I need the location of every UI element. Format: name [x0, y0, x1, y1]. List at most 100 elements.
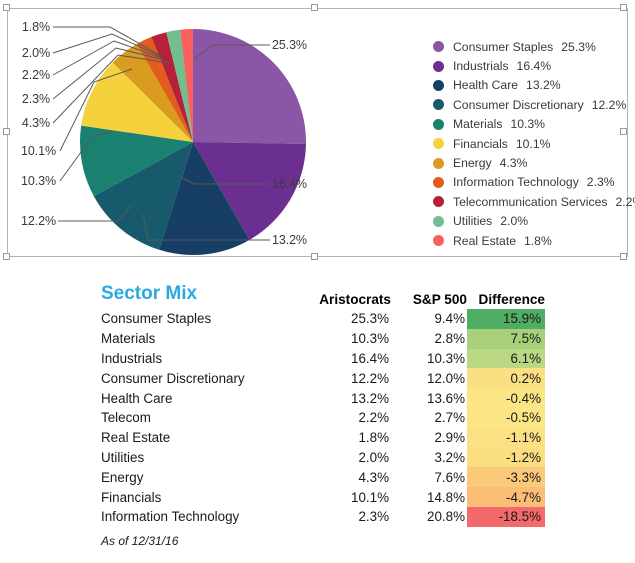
legend-color-swatch-icon: [433, 79, 444, 91]
legend-item[interactable]: Consumer Discretionary 12.2%: [433, 95, 633, 114]
cell-aristocrats: 10.1%: [351, 489, 389, 505]
cell-sector-name: Telecom: [101, 410, 151, 426]
cell-aristocrats: 4.3%: [358, 469, 389, 485]
pie-callout-real-estate: 1.8%: [21, 20, 50, 34]
cell-aristocrats: 25.3%: [351, 311, 389, 327]
legend-color-swatch-icon: [433, 138, 444, 150]
cell-sp500: 10.3%: [427, 350, 465, 366]
legend-color-swatch-icon: [433, 176, 444, 188]
legend-color-swatch-icon: [433, 99, 444, 111]
legend-color-swatch-icon: [433, 215, 444, 227]
legend-item[interactable]: Telecommunication Services 2.2%: [433, 192, 635, 211]
legend-item[interactable]: Consumer Staples 25.3%: [433, 37, 633, 56]
legend-item[interactable]: Health Care 13.2%: [433, 76, 633, 95]
pie-callout-financials: 10.1%: [21, 144, 56, 158]
legend-item[interactable]: Industrials 16.4%: [433, 56, 633, 75]
pie-slice-real-estate[interactable]: [180, 29, 193, 142]
resize-handle-top-left[interactable]: [3, 4, 10, 11]
cell-sector-name: Energy: [101, 469, 144, 485]
legend-item-label: Information Technology: [453, 175, 579, 190]
resize-handle-middle-left[interactable]: [3, 128, 10, 135]
legend-item-value: 2.0%: [500, 214, 529, 229]
legend-item-label: Real Estate: [453, 233, 517, 248]
cell-sector-name: Industrials: [101, 350, 163, 366]
cell-difference: -1.1%: [467, 427, 545, 448]
table-row[interactable]: Industrials 16.4% 10.3% 6.1%: [101, 348, 545, 369]
legend-item-value: 10.1%: [515, 136, 551, 151]
cell-sector-name: Health Care: [101, 390, 173, 406]
table-row[interactable]: Real Estate 1.8% 2.9% -1.1%: [101, 427, 545, 448]
cell-sector-name: Utilities: [101, 449, 145, 465]
legend-item[interactable]: Utilities 2.0%: [433, 212, 633, 231]
chart-legend: Consumer Staples 25.3% Industrials 16.4% Hea…: [433, 37, 635, 250]
cell-sp500: 13.6%: [427, 390, 465, 406]
pie-callout-cons-discr: 12.2%: [21, 214, 56, 228]
pie-slice-consumer-discretionary[interactable]: [93, 142, 193, 250]
cell-sp500: 12.0%: [427, 370, 465, 386]
resize-handle-bottom-left[interactable]: [3, 253, 10, 260]
cell-sector-name: Financials: [101, 489, 162, 505]
resize-handle-top-right[interactable]: [620, 4, 627, 11]
table-row[interactable]: Telecom 2.2% 2.7% -0.5%: [101, 407, 545, 428]
resize-handle-middle-right[interactable]: [620, 128, 627, 135]
pie-callout-industrials: 16.4%: [272, 177, 307, 191]
table-row[interactable]: Consumer Discretionary 12.2% 12.0% 0.2%: [101, 368, 545, 389]
cell-aristocrats: 2.2%: [358, 410, 389, 426]
cell-difference: -18.5%: [467, 506, 545, 527]
pie-callout-health-care: 13.2%: [272, 233, 307, 247]
table-row[interactable]: Utilities 2.0% 3.2% -1.2%: [101, 447, 545, 468]
legend-item-label: Health Care: [453, 78, 519, 93]
cell-aristocrats: 2.0%: [358, 449, 389, 465]
legend-item-label: Telecommunication Services: [453, 194, 608, 209]
cell-difference: -0.4%: [467, 388, 545, 408]
legend-item-label: Industrials: [453, 59, 509, 74]
resize-handle-bottom-middle[interactable]: [311, 253, 318, 260]
legend-item[interactable]: Energy 4.3%: [433, 153, 633, 172]
cell-sector-name: Materials: [101, 331, 156, 347]
legend-item[interactable]: Real Estate 1.8%: [433, 231, 633, 250]
table-row[interactable]: Information Technology 2.3% 20.8% -18.5%: [101, 506, 545, 527]
table-row[interactable]: Health Care 13.2% 13.6% -0.4%: [101, 388, 545, 408]
legend-item-value: 10.3%: [510, 117, 546, 132]
legend-item[interactable]: Information Technology 2.3%: [433, 173, 633, 192]
cell-difference: -3.3%: [467, 467, 545, 488]
table-row[interactable]: Energy 4.3% 7.6% -3.3%: [101, 467, 545, 488]
column-header-sp500: S&P 500: [412, 292, 467, 307]
sector-mix-table-body: Consumer Staples 25.3% 9.4% 15.9% Materials 1…: [101, 309, 545, 527]
legend-item[interactable]: Financials 10.1%: [433, 134, 633, 153]
cell-sp500: 2.9%: [434, 430, 465, 446]
cell-difference: 6.1%: [467, 348, 545, 369]
sector-mix-table-area: Sector Mix Aristocrats S&P 500 Differenc…: [101, 281, 545, 527]
page-title: Sector Mix: [101, 283, 198, 304]
legend-item-value: 12.2%: [591, 97, 627, 112]
legend-item-value: 2.3%: [586, 175, 615, 190]
table-row[interactable]: Financials 10.1% 14.8% -4.7%: [101, 487, 545, 507]
legend-item-value: 13.2%: [526, 78, 561, 93]
table-row[interactable]: Consumer Staples 25.3% 9.4% 15.9%: [101, 309, 545, 329]
pie-chart-object[interactable]: 25.3% 16.4% 13.2% 1.8% 2.0% 2.2% 2.3% 4.…: [7, 8, 635, 257]
table-header-row: Sector Mix Aristocrats S&P 500 Differenc…: [101, 281, 545, 309]
legend-item-value: 2.2%: [615, 194, 635, 209]
as-of-footnote: As of 12/31/16: [101, 534, 179, 548]
cell-difference: -4.7%: [467, 487, 545, 507]
pie-callout-utilities: 2.0%: [21, 46, 50, 60]
table-row[interactable]: Materials 10.3% 2.8% 7.5%: [101, 328, 545, 349]
cell-sector-name: Information Technology: [101, 509, 240, 525]
cell-difference: 7.5%: [467, 328, 545, 349]
pie-slice-utilities[interactable]: [166, 29, 193, 142]
legend-color-swatch-icon: [433, 60, 444, 72]
legend-item[interactable]: Materials 10.3%: [433, 115, 633, 134]
cell-aristocrats: 1.8%: [358, 430, 389, 446]
legend-color-swatch-icon: [433, 196, 444, 208]
legend-color-swatch-icon: [433, 235, 444, 247]
pie-callout-info-tech: 2.3%: [21, 92, 50, 106]
cell-sp500: 3.2%: [434, 449, 465, 465]
pie-callout-materials: 10.3%: [21, 174, 56, 188]
pie-slice-industrials[interactable]: [193, 142, 306, 240]
resize-handle-bottom-right[interactable]: [620, 253, 627, 260]
cell-difference: -0.5%: [467, 407, 545, 428]
cell-sp500: 7.6%: [434, 469, 465, 485]
resize-handle-top-middle[interactable]: [311, 4, 318, 11]
legend-item-label: Utilities: [453, 214, 493, 229]
cell-sector-name: Consumer Staples: [101, 311, 212, 327]
